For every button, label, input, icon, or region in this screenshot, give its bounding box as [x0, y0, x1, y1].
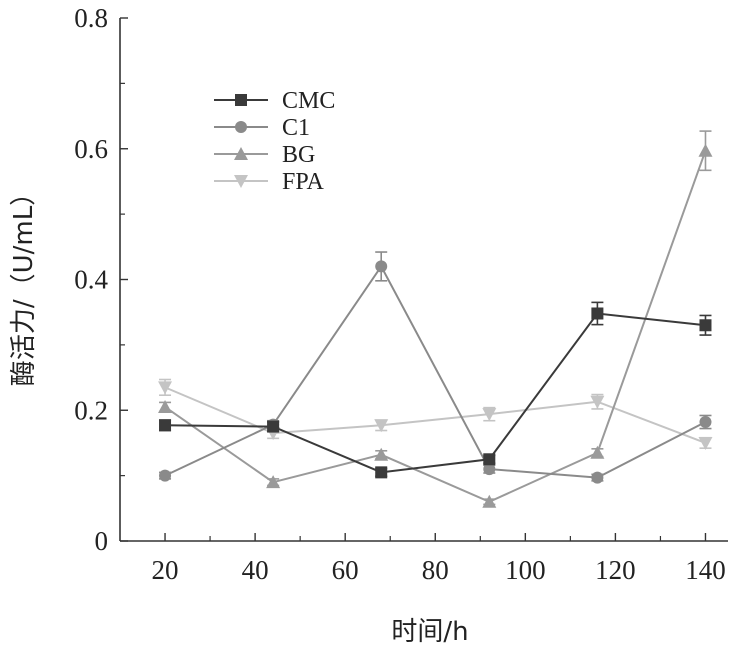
legend-item-cmc: CMC [214, 88, 335, 114]
x-tick-label: 20 [152, 555, 179, 585]
x-tick-label: 80 [422, 555, 449, 585]
x-tick-label: 120 [595, 555, 636, 585]
series-line [164, 386, 706, 444]
data-point [159, 469, 172, 482]
data-point [698, 436, 713, 450]
series-cmc [159, 301, 712, 479]
data-point [590, 445, 605, 459]
x-tick-label: 60 [332, 555, 359, 585]
data-point [267, 420, 280, 433]
data-point [483, 453, 496, 466]
data-point [591, 307, 604, 320]
data-point [375, 466, 388, 479]
data-point [699, 416, 712, 429]
series-layer [158, 130, 713, 508]
y-tick-label: 0.6 [74, 134, 108, 164]
data-point [698, 143, 713, 157]
legend-item-fpa: FPA [214, 169, 324, 195]
x-axis-title: 时间/h [391, 617, 468, 646]
legend-marker [235, 94, 247, 106]
y-tick-label: 0 [95, 526, 109, 556]
x-tick-label: 140 [685, 555, 726, 585]
legend-item-bg: BG [214, 142, 315, 168]
legend-label: CMC [282, 88, 335, 114]
data-point [375, 260, 388, 273]
series-line [165, 312, 706, 474]
x-tick-label: 100 [505, 555, 546, 585]
legend-marker [234, 175, 248, 188]
series-line [164, 150, 707, 503]
legend-marker [235, 121, 247, 133]
y-tick-label: 0.2 [74, 395, 108, 425]
data-point [159, 419, 172, 432]
series-line [164, 264, 706, 479]
data-point [266, 475, 281, 489]
legend-label: BG [282, 142, 315, 168]
data-point [591, 471, 604, 484]
data-point [158, 399, 173, 413]
legend-label: FPA [282, 169, 324, 195]
data-point [699, 319, 712, 332]
y-tick-label: 0.4 [74, 265, 108, 295]
data-point [374, 447, 389, 461]
series-bg [158, 130, 713, 508]
data-point [590, 395, 605, 409]
data-point [158, 381, 173, 395]
x-tick-label: 40 [242, 555, 269, 585]
data-point [482, 408, 497, 422]
legend-marker [234, 147, 248, 160]
axes: 0 0.2 0.4 0.6 0.8 20 40 60 80 100 120 140 [74, 3, 728, 585]
y-axis-title: 酶活力/（U/mL） [9, 180, 39, 386]
y-tick-label: 0.8 [74, 3, 108, 33]
data-point [483, 463, 496, 476]
legend-label: C1 [282, 115, 310, 141]
data-point [374, 419, 389, 433]
data-point [482, 494, 497, 508]
legend-item-c1: C1 [214, 115, 310, 141]
